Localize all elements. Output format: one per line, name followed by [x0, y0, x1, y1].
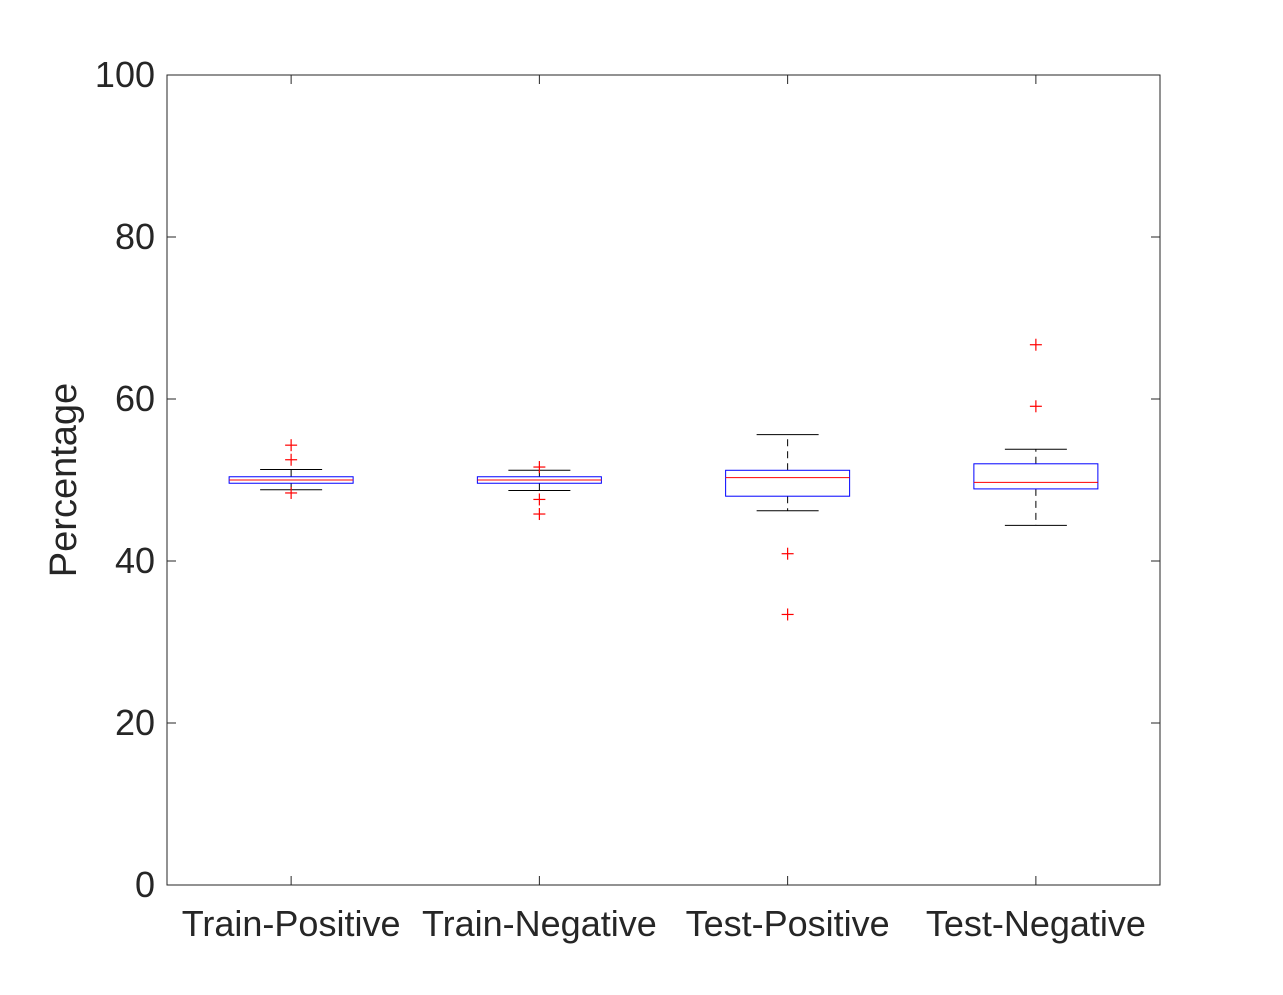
x-tick-label: Train-Negative — [422, 903, 657, 944]
axes-frame — [166, 74, 1161, 886]
box-group-test-negative — [973, 338, 1099, 526]
y-axis-title: Percentage — [43, 383, 85, 577]
box-group-train-negative — [476, 461, 602, 521]
y-tick-label: 80 — [115, 216, 155, 257]
outlier-marker — [1029, 338, 1042, 351]
iqr-box — [973, 463, 1099, 490]
y-tick-label: 20 — [115, 702, 155, 743]
outlier-marker — [285, 453, 298, 466]
outlier-marker — [285, 486, 298, 499]
box-group-test-positive — [725, 434, 851, 621]
box-group-train-positive — [228, 439, 354, 499]
y-tick-label: 40 — [115, 540, 155, 581]
y-axis: 0 20 40 60 80 100 — [95, 54, 1160, 905]
outlier-marker — [781, 547, 794, 560]
x-tick-label: Train-Positive — [182, 903, 401, 944]
outlier-marker — [533, 508, 546, 521]
outlier-marker — [1029, 400, 1042, 413]
outlier-marker — [533, 493, 546, 506]
x-axis: Train-Positive Train-Negative Test-Positiv… — [182, 75, 1146, 944]
outlier-marker — [533, 461, 546, 474]
outlier-marker — [781, 608, 794, 621]
x-tick-label: Test-Positive — [686, 903, 890, 944]
plot-area — [228, 338, 1099, 621]
outlier-marker — [285, 439, 298, 452]
x-tick-label: Test-Negative — [926, 903, 1146, 944]
y-tick-label: 0 — [135, 864, 155, 905]
y-tick-label: 60 — [115, 378, 155, 419]
y-tick-label: 100 — [95, 54, 155, 95]
iqr-box — [725, 469, 851, 497]
